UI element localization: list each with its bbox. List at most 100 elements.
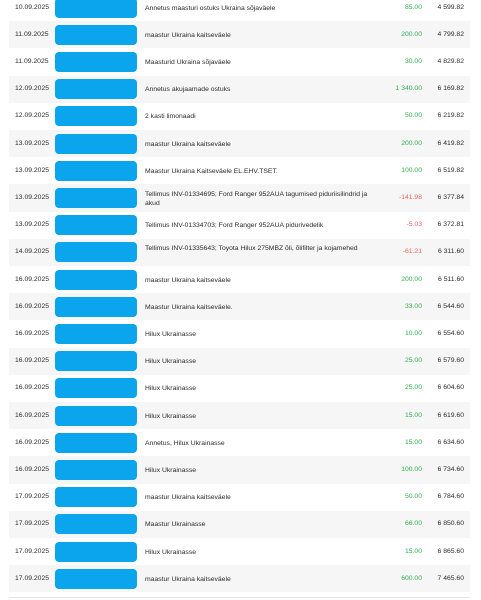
- transaction-date: 14.09.2025: [15, 248, 50, 256]
- transaction-description: Hilux Ukrainasse: [145, 330, 196, 338]
- table-row[interactable]: 16.09.2025 Hilux Ukrainasse 10.00 6 554.60: [9, 320, 470, 347]
- transaction-date: 16.09.2025: [15, 275, 50, 283]
- transaction-balance: 7 465.60: [437, 574, 464, 582]
- transaction-date: 17.09.2025: [15, 493, 50, 501]
- transaction-description: Annetus, Hilux Ukrainasse: [145, 439, 225, 447]
- table-row[interactable]: 16.09.2025 Hilux Ukrainasse 25.00 6 604.60: [9, 375, 470, 402]
- transaction-date: 10.09.2025: [15, 3, 50, 11]
- transaction-date: 16.09.2025: [15, 302, 50, 310]
- transaction-date: 13.09.2025: [15, 193, 50, 201]
- table-row[interactable]: 16.09.2025 Hilux Ukrainasse 25.00 6 579.60: [9, 347, 470, 375]
- transaction-date: 16.09.2025: [15, 384, 50, 392]
- transaction-date: 17.09.2025: [15, 574, 50, 582]
- transaction-description: Hilux Ukrainasse: [145, 548, 196, 556]
- transaction-date: 16.09.2025: [15, 357, 50, 365]
- redacted-name-block: [55, 487, 137, 508]
- transaction-amount: -5.03: [406, 221, 423, 229]
- table-row[interactable]: 10.09.2025 Annetus maasturi ostuks Ukrain…: [9, 0, 470, 21]
- transaction-amount: 66.00: [404, 520, 422, 528]
- transaction-description: Maastur Ukraina kaitseväele.: [145, 303, 233, 311]
- table-row[interactable]: 16.09.2025 Maastur Ukraina kaitseväele. 33…: [9, 293, 470, 321]
- table-row[interactable]: 17.09.2025 Hilux Ukrainasse 15.00 6 865.60: [9, 538, 470, 565]
- table-bottom-divider: [9, 597, 470, 598]
- table-row[interactable]: 14.09.2025 Tellimus INV-01335643; Toyota …: [9, 238, 470, 266]
- transaction-date: 13.09.2025: [15, 139, 50, 147]
- redacted-name-block: [55, 160, 137, 181]
- transaction-balance: 6 419.82: [437, 139, 464, 147]
- transaction-amount: 25.00: [404, 357, 422, 365]
- table-row[interactable]: 13.09.2025 Tellimus INV-01334695; Ford Ra…: [9, 184, 470, 212]
- transaction-date: 11.09.2025: [15, 57, 49, 65]
- transaction-date: 16.09.2025: [15, 411, 50, 419]
- table-row[interactable]: 11.09.2025 Maasturid Ukraina sõjaväele 30.…: [9, 48, 470, 75]
- redacted-name-block: [55, 242, 137, 263]
- redacted-name-block: [55, 405, 137, 426]
- table-row[interactable]: 16.09.2025 Annetus, Hilux Ukrainasse 15.00…: [9, 429, 470, 456]
- transaction-amount: 33.00: [404, 302, 422, 310]
- transaction-description: Hilux Ukrainasse: [145, 412, 196, 420]
- table-row[interactable]: 17.09.2025 maastur Ukraina kaitseväele 50.…: [9, 484, 470, 511]
- redacted-name-block: [55, 24, 137, 45]
- table-row[interactable]: 13.09.2025 maastur Ukraina kaitseväele 200…: [9, 130, 470, 158]
- transaction-balance: 6 784.60: [437, 493, 464, 501]
- table-row[interactable]: 12.09.2025 2 kasti limonaadi 50.00 6 219.82: [9, 103, 470, 130]
- transaction-amount: 50.00: [404, 493, 422, 501]
- transaction-amount: -61.21: [402, 248, 422, 256]
- transaction-balance: 6 634.60: [437, 438, 464, 446]
- transaction-amount: -141.98: [398, 193, 422, 201]
- transaction-balance: 6 850.60: [437, 520, 464, 528]
- transaction-balance: 6 604.60: [437, 384, 464, 392]
- transaction-description: maastur Ukraina kaitseväele: [145, 276, 231, 284]
- transaction-amount: 600.00: [401, 574, 422, 582]
- redacted-name-block: [55, 323, 137, 344]
- transaction-description: Maastur Ukraina Kaitseväele EL.EHV.TSET.: [145, 167, 278, 175]
- transaction-date: 16.09.2025: [15, 465, 50, 473]
- transaction-balance: 6 377.84: [437, 193, 464, 201]
- transaction-balance: 6 554.60: [437, 329, 464, 337]
- transaction-description: maastur Ukraina kaitseväele: [145, 140, 231, 148]
- redacted-name-block: [55, 351, 137, 372]
- redacted-name-block: [55, 378, 137, 399]
- transaction-balance: 6 865.60: [437, 547, 464, 555]
- redacted-name-block: [55, 133, 137, 154]
- transaction-balance: 6 579.60: [437, 357, 464, 365]
- transaction-balance: 6 372.81: [437, 221, 464, 229]
- redacted-name-block: [55, 541, 137, 562]
- redacted-name-block: [55, 459, 137, 480]
- redacted-name-block: [55, 0, 137, 18]
- transaction-balance: 4 799.82: [437, 30, 464, 38]
- table-row[interactable]: 16.09.2025 Hilux Ukrainasse 100.00 6 734.60: [9, 456, 470, 484]
- transaction-amount: 50.00: [404, 112, 422, 120]
- table-row[interactable]: 17.09.2025 maastur Ukraina kaitseväele 600…: [9, 565, 470, 593]
- transaction-amount: 200.00: [401, 275, 422, 283]
- transaction-date: 17.09.2025: [15, 547, 50, 555]
- transaction-balance: 6 511.60: [438, 275, 464, 283]
- transaction-amount: 25.00: [404, 384, 422, 392]
- redacted-name-block: [55, 432, 137, 453]
- transaction-amount: 200.00: [401, 30, 422, 38]
- transaction-balance: 6 169.82: [437, 85, 464, 93]
- table-row[interactable]: 13.09.2025 Tellimus INV-01334703; Ford Ra…: [9, 212, 470, 239]
- redacted-name-block: [55, 215, 137, 236]
- transaction-description: maastur Ukraina kaitseväele: [145, 31, 231, 39]
- transaction-balance: 6 619.60: [437, 411, 464, 419]
- transaction-amount: 100.00: [401, 465, 422, 473]
- table-row[interactable]: 11.09.2025 maastur Ukraina kaitseväele 200…: [9, 21, 470, 49]
- transaction-balance: 4 829.82: [437, 57, 464, 65]
- transaction-description: maastur Ukraina kaitseväele: [145, 494, 231, 502]
- redacted-name-block: [55, 269, 137, 290]
- table-row[interactable]: 12.09.2025 Annetus akujaamade ostuks 1 340…: [9, 75, 470, 103]
- transaction-description: Hilux Ukrainasse: [145, 385, 196, 393]
- transaction-amount: 15.00: [404, 411, 422, 419]
- transaction-amount: 100.00: [401, 166, 422, 174]
- transaction-balance: 6 311.60: [438, 248, 464, 256]
- table-row[interactable]: 17.09.2025 Maastur Ukrainasse 66.00 6 850.6…: [9, 510, 470, 538]
- transaction-description: Tellimus INV-01334695; Ford Ranger 952AU…: [145, 190, 368, 207]
- transaction-balance: 6 219.82: [437, 112, 464, 120]
- table-row[interactable]: 13.09.2025 Maastur Ukraina Kaitseväele EL…: [9, 157, 470, 184]
- table-row[interactable]: 16.09.2025 maastur Ukraina kaitseväele 200…: [9, 266, 470, 293]
- transaction-date: 16.09.2025: [15, 329, 50, 337]
- transaction-description: Hilux Ukrainasse: [145, 466, 196, 474]
- table-row[interactable]: 16.09.2025 Hilux Ukrainasse 15.00 6 619.60: [9, 402, 470, 430]
- redacted-name-block: [55, 187, 137, 208]
